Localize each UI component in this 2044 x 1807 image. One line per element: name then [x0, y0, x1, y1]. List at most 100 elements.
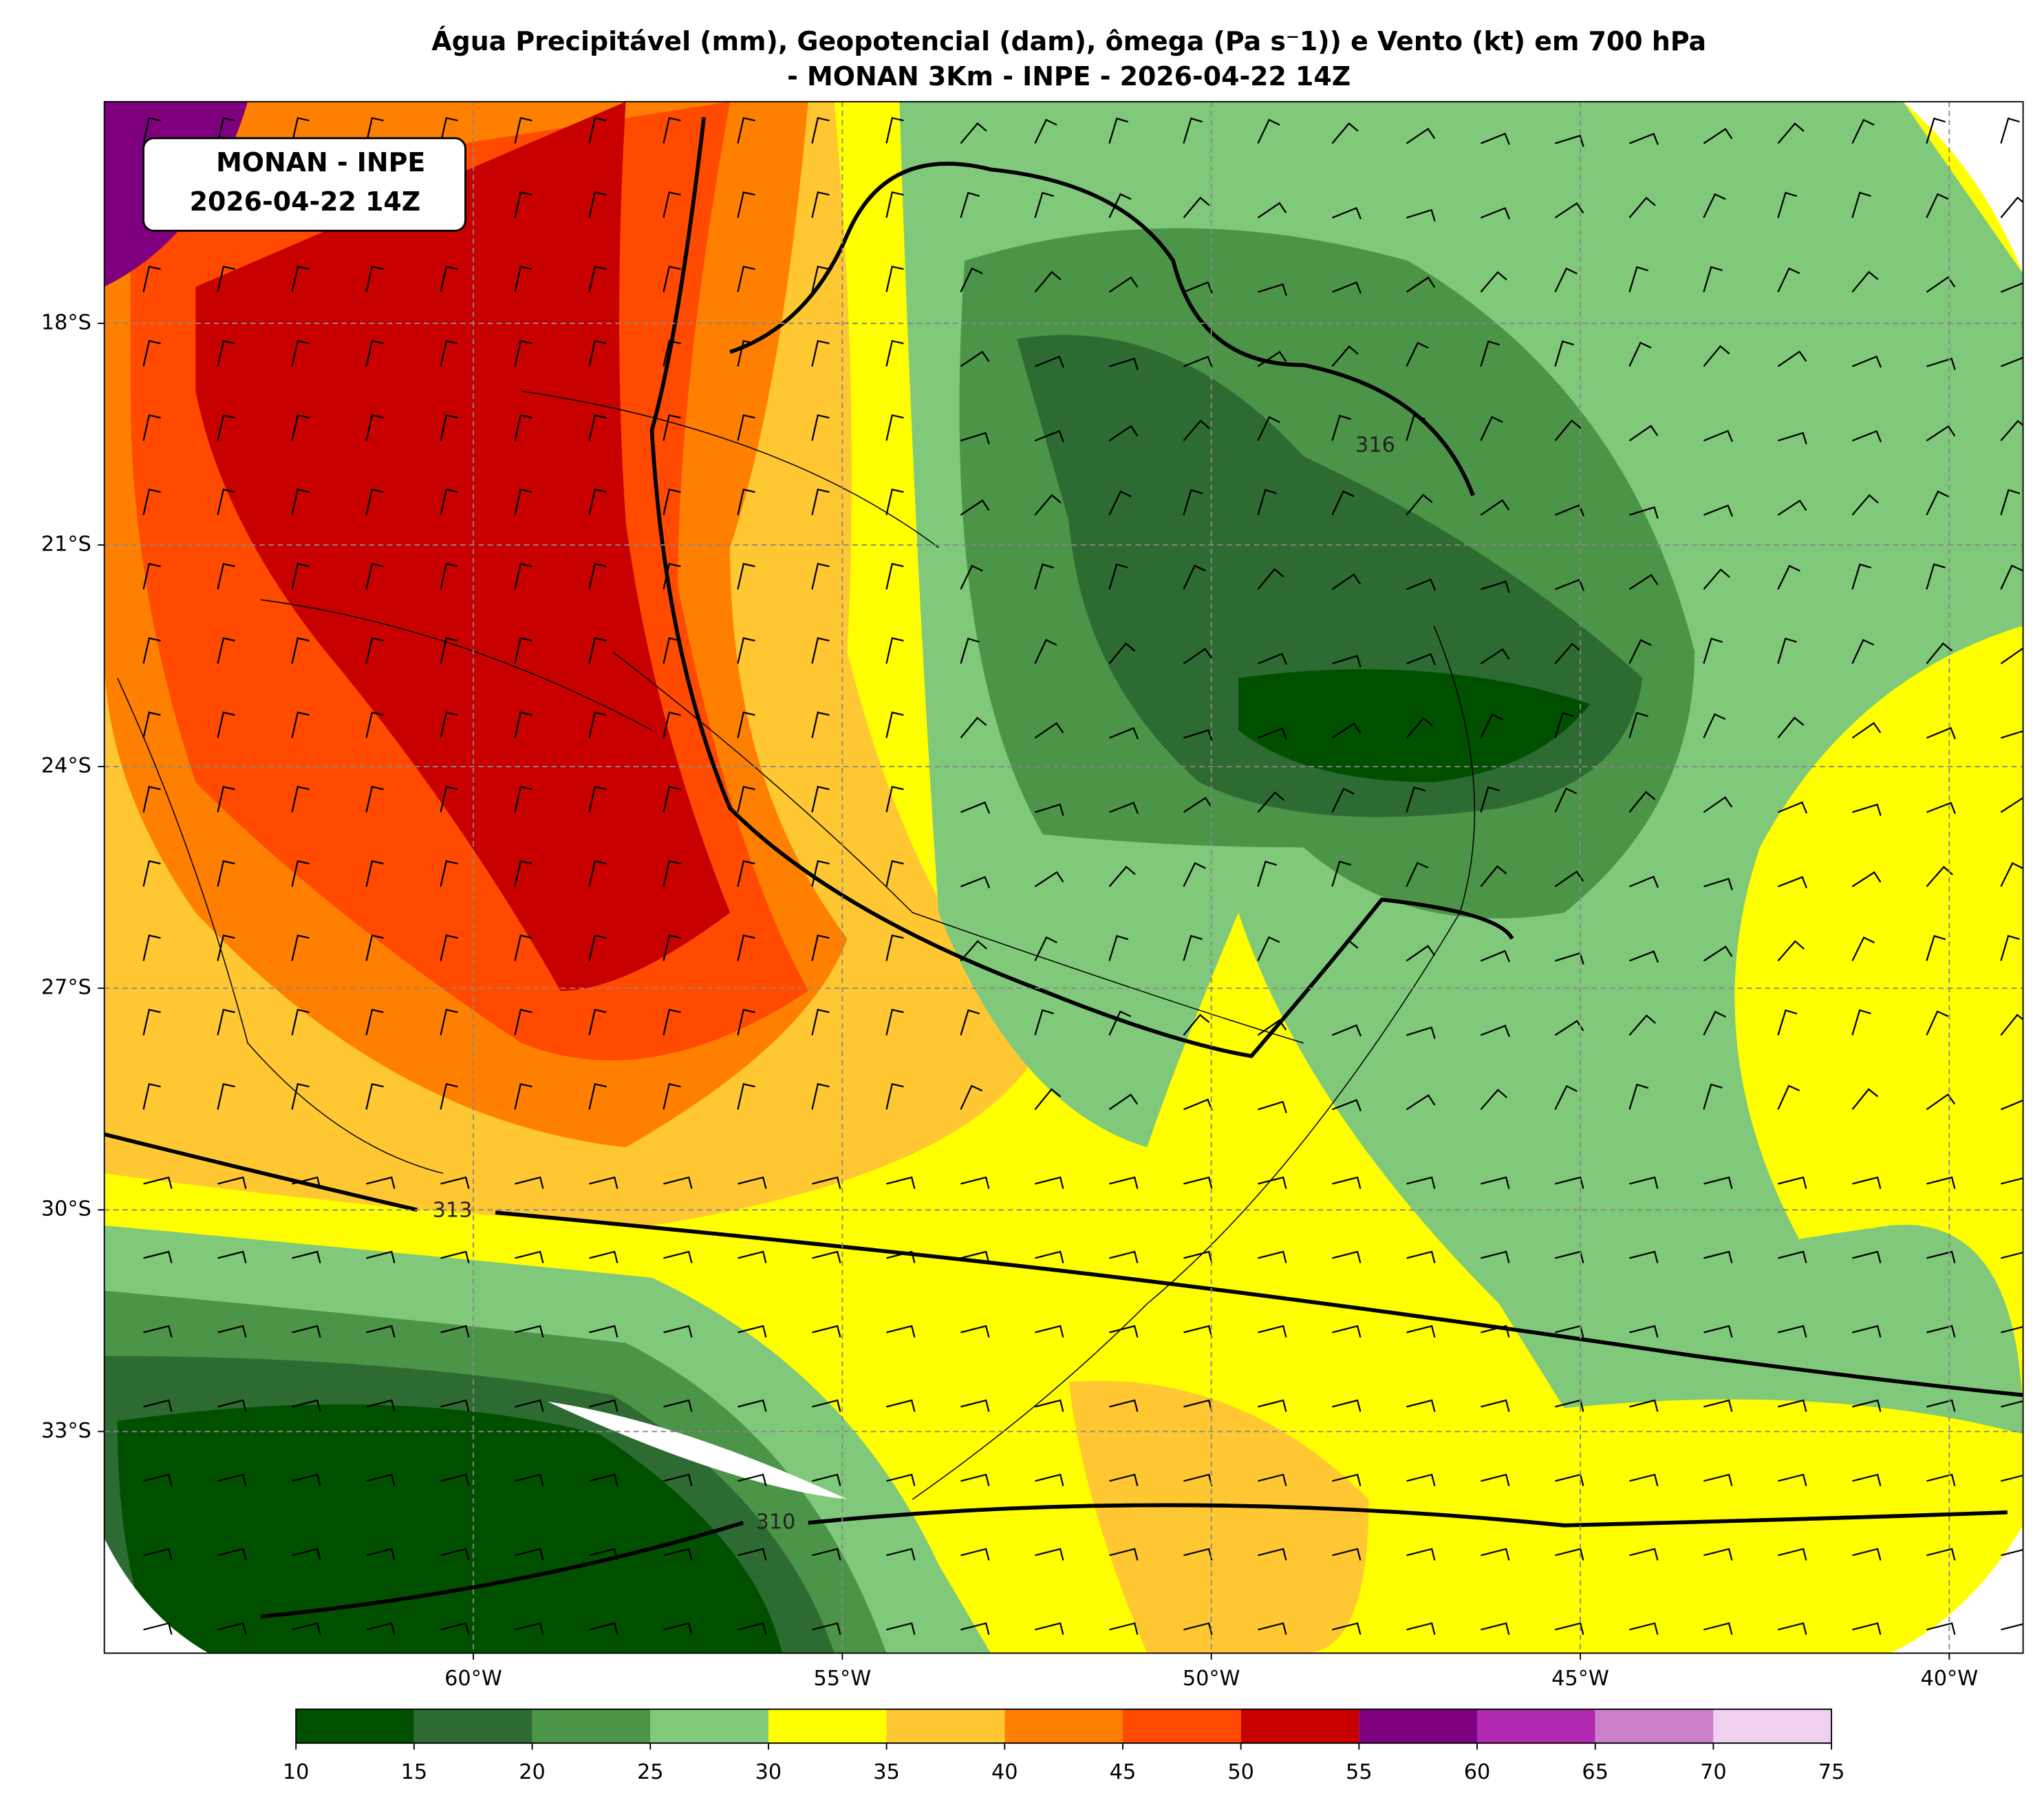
wind-barb [1628, 1083, 1649, 1110]
wind-barb [885, 563, 904, 590]
wind-barb [142, 414, 161, 441]
wind-barb [663, 340, 681, 367]
wind-barb [1183, 564, 1206, 590]
wind-barb [1406, 276, 1436, 293]
wind-barb [1703, 796, 1733, 813]
wind-barb [1778, 431, 1807, 445]
wind-barb [663, 1622, 693, 1635]
wind-barb [1035, 803, 1064, 816]
wind-barb [1926, 1093, 1956, 1111]
wind-barb [2000, 1099, 2023, 1111]
wind-barb [1703, 429, 1733, 442]
wind-barb [217, 1009, 235, 1036]
wind-barb [1629, 1325, 1659, 1338]
wind-barb [960, 1325, 990, 1338]
wind-barb [217, 414, 235, 441]
wind-barb [143, 1548, 173, 1561]
wind-barb [291, 637, 310, 664]
wind-barb [142, 712, 161, 738]
wind-barb [885, 712, 904, 738]
wind-barb [217, 1548, 247, 1561]
wind-barb [515, 1548, 544, 1561]
wind-barb [217, 1622, 247, 1635]
wind-barb [1332, 1325, 1362, 1338]
wind-barb [2000, 648, 2023, 665]
wind-barb [738, 1399, 767, 1412]
wind-barb [1703, 266, 1723, 292]
wind-barb [1035, 1325, 1064, 1338]
y-tick-label: 24°S [41, 754, 92, 778]
wind-barb [143, 1399, 173, 1412]
wind-barb [886, 1325, 916, 1338]
wind-barb [2001, 730, 2023, 739]
wind-barb [885, 340, 904, 367]
wind-barb [1183, 196, 1210, 219]
wind-barb [2000, 934, 2020, 961]
colorbar-segment [296, 1709, 414, 1744]
wind-barb [515, 1250, 544, 1263]
wind-barb [515, 1176, 544, 1189]
wind-barb [514, 191, 532, 218]
wind-barb [1406, 1399, 1436, 1412]
wind-barb [217, 1250, 247, 1263]
wind-barb [2000, 1014, 2023, 1036]
wind-barb [1332, 1473, 1362, 1486]
wind-barb [514, 934, 532, 961]
wind-barb [1852, 803, 1882, 816]
wind-barb [811, 340, 830, 367]
wind-barb [960, 940, 987, 962]
wind-barb [1778, 1176, 1807, 1189]
wind-barb [291, 712, 310, 738]
wind-barb [1108, 563, 1128, 590]
wind-barb [737, 637, 755, 664]
wind-barb [440, 1622, 470, 1635]
wind-barb [1183, 796, 1213, 813]
colorbar-segment [886, 1709, 1005, 1744]
wind-barb [960, 564, 983, 590]
wind-barb [1258, 1325, 1287, 1338]
wind-barb [1852, 1548, 1882, 1561]
wind-barb [1481, 1325, 1510, 1338]
wind-barb [514, 1009, 532, 1036]
wind-barb [663, 117, 681, 144]
wind-barb [737, 860, 755, 887]
wind-barb [1926, 1473, 1956, 1486]
wind-barb [588, 786, 607, 813]
wind-barb [737, 191, 755, 218]
wind-barb [1851, 639, 1875, 664]
wind-barb [1555, 1622, 1584, 1635]
wind-barb [1481, 1548, 1510, 1561]
wind-barb [365, 934, 384, 961]
wind-barb [514, 637, 532, 664]
wind-barb [1926, 1176, 1956, 1189]
wind-barb [1628, 1014, 1656, 1036]
wind-barb [366, 1548, 396, 1561]
wind-barb [663, 563, 681, 590]
colorbar-label: 75 [1818, 1760, 1845, 1784]
x-tick-label: 40°W [1920, 1667, 1978, 1691]
wind-barb [292, 1325, 321, 1338]
wind-barb [1554, 712, 1575, 738]
wind-barb [365, 1009, 384, 1036]
wind-barb [1703, 193, 1726, 218]
wind-barb [1108, 117, 1128, 144]
wind-barb [515, 1399, 544, 1412]
colorbar-label: 60 [1464, 1760, 1491, 1784]
wind-barb [737, 1009, 755, 1036]
wind-barb [1554, 1084, 1578, 1110]
wind-barb [960, 350, 990, 367]
wind-barb [514, 489, 532, 515]
wind-barb [1257, 118, 1280, 144]
wind-barb [142, 786, 161, 813]
wind-barb [440, 786, 458, 813]
wind-barb [589, 1622, 618, 1635]
wind-barb [1035, 1250, 1064, 1263]
colorbar-label: 15 [401, 1760, 428, 1784]
wind-barb [440, 1250, 470, 1263]
wind-barb [1034, 1009, 1054, 1036]
y-tick-label: 21°S [41, 532, 92, 556]
wind-barb [217, 1325, 247, 1338]
wind-barb [1851, 722, 1882, 739]
wind-barb [1926, 563, 1946, 590]
